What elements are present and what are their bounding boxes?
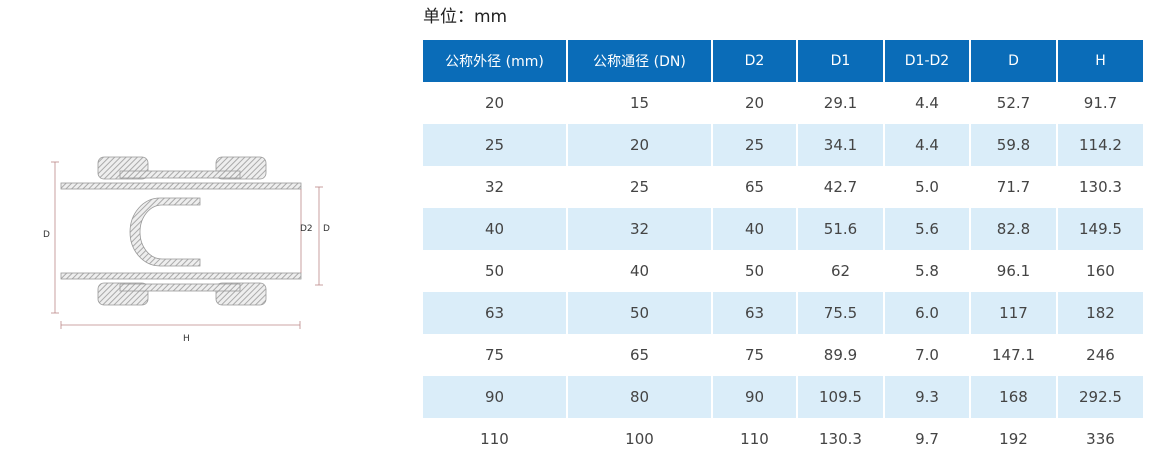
lower-pipe-wall [60,272,302,280]
table-cell: 51.6 [796,208,884,250]
table-cell: 168 [969,376,1057,418]
table-cell: 5.0 [883,166,970,208]
table-cell: 91.7 [1056,82,1143,124]
table-cell: 9.7 [883,418,970,460]
column-header: 公称外径 (mm) [423,40,567,82]
table-cell: 59.8 [969,124,1057,166]
table-cell: 75.5 [796,292,884,334]
table-cell: 63 [423,292,567,334]
table-cell: 32 [484,178,505,196]
table-cell: 109.5 [796,376,884,418]
table-cell: 62 [796,250,884,292]
dimension-label-d2: D2 [300,224,313,234]
table-cell: 50 [711,250,797,292]
table-cell: 110 [711,418,797,460]
table-cell: 160 [1056,250,1143,292]
table-cell: 32 [566,208,712,250]
table-cell: 6.0 [883,292,970,334]
lower-body [119,283,241,292]
table-cell: 20 [711,82,797,124]
table-row: 25 20 25 34.1 4.4 59.8 114.2 [423,124,1143,166]
table-cell: 114.2 [1056,124,1143,166]
specification-table: 公称外径 (mm) 公称通径 (DN) D2 D1 D1-D2 D H 20 15 20 29.1… [423,40,1143,460]
table-cell: 100 [566,418,712,460]
table-cell: 25 [711,124,797,166]
table-cell: 65 [566,334,712,376]
dimension-label-d: D [43,230,50,240]
table-cell: 15 [566,82,712,124]
column-header: D1 [796,40,884,82]
table-cell: 63 [711,292,797,334]
table-cell: 71.7 [969,166,1057,208]
check-ball-seat [129,197,201,267]
column-header: 公称通径 (DN) [566,40,712,82]
table-cell: 25 [566,166,712,208]
table-cell: 29.1 [796,82,884,124]
table-row: 75 65 75 89.9 7.0 147.1 246 [423,334,1143,376]
table-row: 20 15 20 29.1 4.4 52.7 91.7 [423,82,1143,124]
table-cell: 130.3 [796,418,884,460]
table-row: 90 80 90 109.5 9.3 168 292.5 [423,376,1143,418]
table-cell: 4.4 [883,124,970,166]
check-valve-cross-section-diagram: D D2 D1 H [43,156,330,344]
table-cell: 292.5 [1056,376,1143,418]
table-cell: 82.8 [969,208,1057,250]
table-cell: 7.0 [883,334,970,376]
dimension-label-d1: D1 [323,224,330,234]
table-cell: 4.4 [883,82,970,124]
table-cell: 90 [423,376,567,418]
table-cell: 20 [484,94,505,112]
table-cell: 336 [1056,418,1143,460]
column-header: H [1056,40,1143,82]
table-cell: 147.1 [969,334,1057,376]
table-cell: 40 [566,250,712,292]
table-cell: 80 [566,376,712,418]
table-row: 63 50 63 75.5 6.0 117 182 [423,292,1143,334]
table-cell: 75 [484,346,505,364]
table-cell: 90 [711,376,797,418]
table-row: 32 25 65 42.7 5.0 71.7 130.3 [423,166,1143,208]
column-header: D [969,40,1057,82]
table-cell: 40 [711,208,797,250]
table-cell: 52.7 [969,82,1057,124]
table-cell: 40 [423,208,567,250]
table-cell: 9.3 [883,376,970,418]
table-cell: 192 [969,418,1057,460]
column-header: D2 [711,40,797,82]
table-cell: 149.5 [1056,208,1143,250]
dimension-label-h: H [183,334,190,344]
upper-body [119,170,241,179]
table-cell: 110 [480,430,509,448]
table-cell: 65 [711,166,797,208]
table-cell: 246 [1056,334,1143,376]
table-cell: 50 [566,292,712,334]
upper-pipe-wall [60,182,302,190]
table-cell: 182 [1056,292,1143,334]
column-header: D1-D2 [883,40,970,82]
table-cell: 25 [423,124,567,166]
table-header-row: 公称外径 (mm) 公称通径 (DN) D2 D1 D1-D2 D H [423,40,1143,82]
table-cell: 89.9 [796,334,884,376]
table-cell: 117 [969,292,1057,334]
table-cell: 50 [484,262,505,280]
table-cell: 20 [566,124,712,166]
table-cell: 42.7 [796,166,884,208]
table-cell: 130.3 [1056,166,1143,208]
table-cell: 5.6 [883,208,970,250]
table-row: 40 32 40 51.6 5.6 82.8 149.5 [423,208,1143,250]
table-cell: 5.8 [883,250,970,292]
table-row: 50 40 50 62 5.8 96.1 160 [423,250,1143,292]
table-cell: 96.1 [969,250,1057,292]
table-row: 110 100 110 130.3 9.7 192 336 [423,418,1143,460]
table-cell: 34.1 [796,124,884,166]
table-cell: 75 [711,334,797,376]
unit-label: 单位：mm [423,7,508,27]
